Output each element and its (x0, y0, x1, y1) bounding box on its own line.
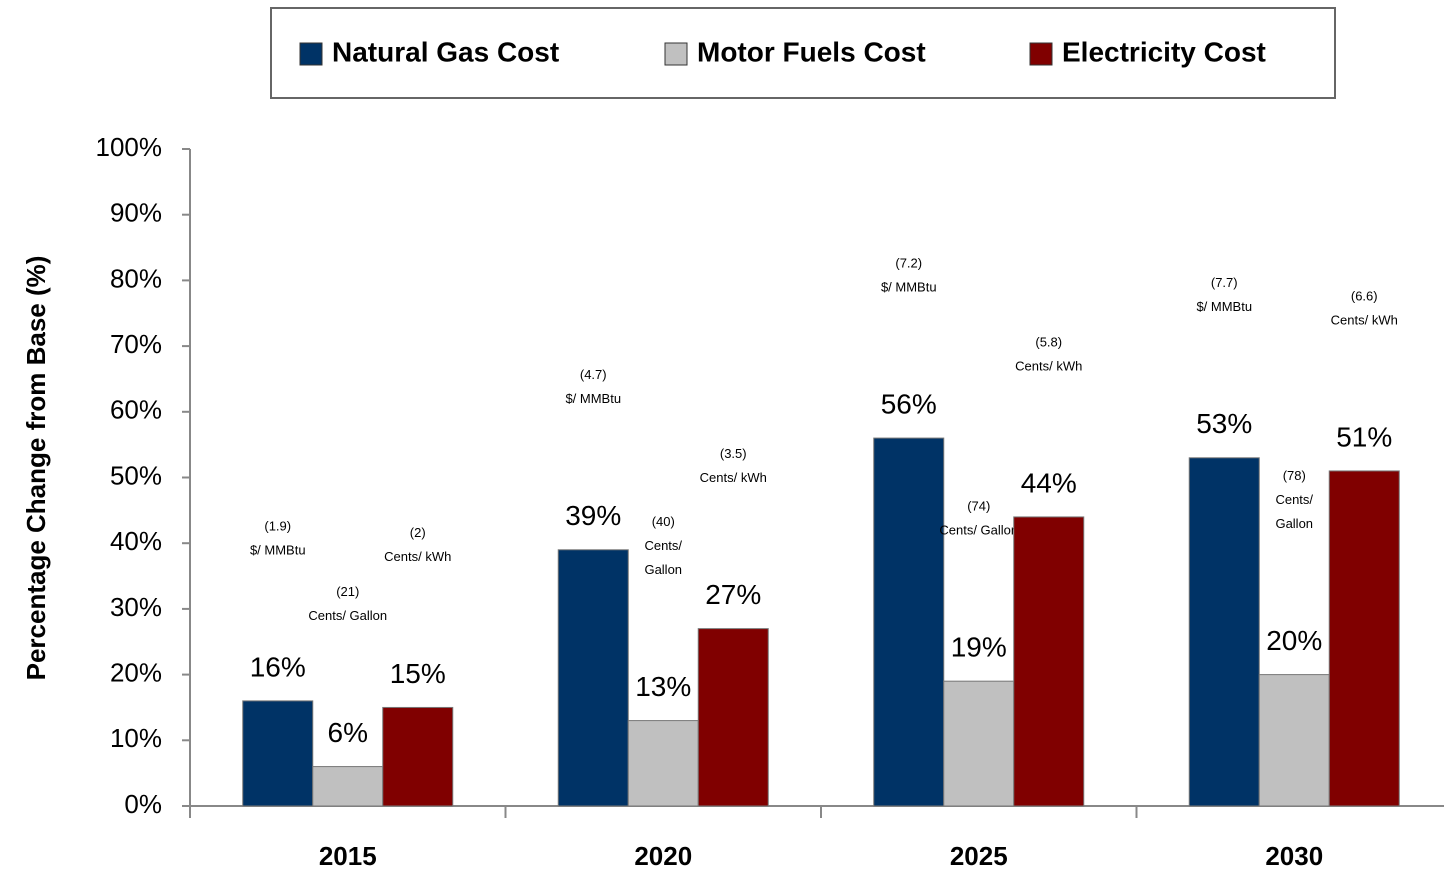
y-tick-label: 0% (124, 789, 162, 819)
value-label: 13% (635, 671, 691, 702)
annotation: (40) (652, 514, 675, 529)
legend-swatch (1029, 42, 1053, 66)
x-tick-label: 2015 (319, 841, 377, 871)
y-tick-label: 40% (110, 526, 162, 556)
annotation: $/ MMBtu (250, 542, 306, 557)
value-label: 27% (705, 579, 761, 610)
y-tick-label: 100% (96, 132, 163, 162)
value-label: 19% (951, 632, 1007, 663)
annotation: (3.5) (720, 446, 747, 461)
bar (1258, 674, 1330, 807)
annotation: Cents/ kWh (1331, 312, 1398, 327)
value-label: 44% (1021, 467, 1077, 498)
value-label: 53% (1196, 408, 1252, 439)
bar (1013, 516, 1085, 807)
annotation: (2) (410, 525, 426, 540)
bar (1328, 470, 1400, 807)
value-label: 39% (565, 500, 621, 531)
annotation: $/ MMBtu (881, 280, 937, 295)
annotation: $/ MMBtu (1196, 299, 1252, 314)
bar (873, 437, 945, 807)
y-tick-label: 90% (110, 198, 162, 228)
annotation: (4.7) (580, 367, 607, 382)
annotation: Cents/ (644, 538, 682, 553)
legend-label: Electricity Cost (1062, 36, 1266, 67)
legend-label: Motor Fuels Cost (697, 36, 926, 67)
annotation: Cents/ kWh (1015, 358, 1082, 373)
y-tick-label: 30% (110, 592, 162, 622)
y-tick-label: 70% (110, 329, 162, 359)
y-axis-label: Percentage Change from Base (%) (21, 256, 51, 681)
legend-label: Natural Gas Cost (332, 36, 559, 67)
annotation: (1.9) (264, 518, 291, 533)
annotation: Cents/ (1275, 492, 1313, 507)
bar (242, 700, 314, 807)
annotation: Cents/ Gallon (308, 608, 387, 623)
y-tick-label: 20% (110, 657, 162, 687)
bar (943, 680, 1015, 807)
annotation: Gallon (1275, 516, 1313, 531)
annotation: (74) (967, 499, 990, 514)
x-tick-label: 2030 (1265, 841, 1323, 871)
bar (627, 720, 699, 807)
bar (697, 628, 769, 807)
value-label: 20% (1266, 625, 1322, 656)
legend-swatch (664, 42, 688, 66)
value-label: 15% (390, 658, 446, 689)
annotation: Cents/ kWh (384, 549, 451, 564)
value-label: 6% (328, 717, 368, 748)
value-label: 56% (881, 388, 937, 419)
annotation: $/ MMBtu (565, 391, 621, 406)
annotation: (21) (336, 584, 359, 599)
x-tick-label: 2020 (634, 841, 692, 871)
annotation: (7.2) (895, 256, 922, 271)
y-tick-label: 60% (110, 395, 162, 425)
y-tick-label: 80% (110, 263, 162, 293)
legend-swatch (299, 42, 323, 66)
y-tick-label: 50% (110, 460, 162, 490)
x-tick-label: 2025 (950, 841, 1008, 871)
bar (312, 766, 384, 807)
value-label: 16% (250, 651, 306, 682)
bar (382, 706, 454, 807)
bar (1188, 457, 1260, 807)
annotation: (5.8) (1035, 334, 1062, 349)
bar (557, 549, 629, 807)
annotation: Cents/ kWh (700, 470, 767, 485)
value-label: 51% (1336, 421, 1392, 452)
annotation: (6.6) (1351, 288, 1378, 303)
y-tick-label: 10% (110, 723, 162, 753)
annotation: Gallon (644, 562, 682, 577)
annotation: (78) (1283, 468, 1306, 483)
legend-box (270, 7, 1336, 99)
annotation: Cents/ Gallon (939, 523, 1018, 538)
annotation: (7.7) (1211, 275, 1238, 290)
